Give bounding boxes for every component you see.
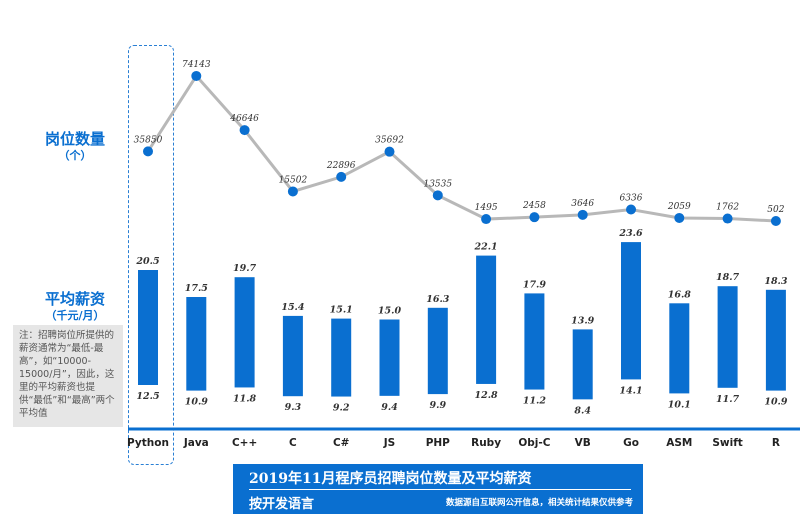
salary-high-label: 18.3 [764, 276, 788, 287]
salary-high-label: 16.8 [668, 289, 692, 300]
salary-low-label: 9.9 [430, 400, 447, 411]
category-label: Python [127, 437, 169, 449]
category-label: C# [333, 437, 350, 449]
count-point [674, 212, 685, 223]
count-label: 15502 [279, 175, 308, 185]
salary-low-label: 8.4 [574, 405, 591, 416]
count-label: 74143 [182, 60, 211, 70]
salary-low-label: 14.1 [619, 385, 642, 396]
count-point [191, 70, 202, 81]
salary-bar [186, 297, 207, 391]
salary-low-label: 12.5 [136, 391, 160, 402]
salary-high-label: 20.5 [135, 256, 160, 267]
salary-high-label: 19.7 [233, 263, 257, 274]
salary-note: 注：招聘岗位所提供的薪资通常为“最低-最高”，如“10000-15000/月”，… [13, 325, 123, 427]
salary-high-label: 22.1 [474, 242, 498, 253]
salary-high-label: 15.4 [281, 302, 304, 313]
count-label: 35850 [134, 135, 163, 145]
count-label: 1495 [475, 203, 498, 213]
salary-high-label: 18.7 [716, 272, 740, 283]
count-axis-label: 岗位数量 [44, 130, 105, 148]
salary-low-label: 11.8 [233, 393, 257, 404]
count-label: 46646 [229, 114, 259, 124]
category-label: Swift [712, 437, 742, 449]
category-label: Java [183, 437, 209, 449]
count-point [722, 213, 733, 224]
salary-bar [138, 270, 158, 385]
count-point [770, 216, 781, 227]
count-point [143, 146, 153, 157]
category-label: C [289, 437, 297, 449]
count-axis-unit: （个） [58, 149, 92, 162]
count-point [529, 212, 540, 223]
salary-axis-unit: （千元/月） [45, 309, 105, 322]
count-point [432, 190, 443, 201]
salary-bar [765, 289, 786, 391]
count-label: 502 [767, 205, 784, 215]
salary-bar [621, 242, 641, 380]
salary-bar [524, 293, 545, 390]
count-point [384, 146, 395, 157]
count-label: 2458 [522, 201, 546, 211]
count-point [626, 204, 636, 215]
salary-low-label: 11.7 [716, 394, 740, 405]
salary-low-label: 10.9 [764, 397, 788, 408]
salary-high-label: 16.3 [426, 294, 450, 305]
python-highlight-box [128, 45, 174, 465]
category-label: PHP [426, 437, 450, 449]
title-banner: 2019年11月程序员招聘岗位数量及平均薪资 按开发语言 数据源自互联网公开信息… [233, 464, 643, 514]
salary-bar [669, 303, 690, 394]
chart-title: 2019年11月程序员招聘岗位数量及平均薪资 [249, 471, 532, 487]
salary-low-label: 9.3 [285, 402, 302, 413]
salary-bar [331, 318, 352, 397]
salary-low-label: 9.2 [333, 403, 350, 414]
count-label: 2059 [667, 202, 691, 212]
category-label: R [772, 437, 780, 449]
salary-low-label: 10.1 [668, 399, 691, 410]
count-point [287, 186, 298, 197]
count-label: 3646 [571, 199, 594, 209]
count-label: 35692 [375, 136, 404, 146]
category-label: Obj-C [518, 437, 550, 449]
salary-bar [476, 255, 497, 384]
count-label: 13535 [423, 179, 452, 189]
salary-high-label: 15.1 [330, 305, 353, 316]
category-label: C++ [232, 437, 257, 449]
salary-high-label: 15.0 [378, 306, 402, 317]
salary-low-label: 10.9 [185, 397, 209, 408]
count-point [481, 214, 492, 225]
category-label: Go [623, 437, 639, 449]
salary-high-label: 17.5 [185, 283, 209, 294]
salary-high-label: 13.9 [571, 315, 595, 326]
count-point [336, 171, 347, 182]
salary-low-label: 9.4 [381, 402, 398, 413]
salary-high-label: 23.6 [618, 228, 643, 239]
salary-axis-label: 平均薪资 [44, 290, 105, 308]
salary-high-label: 17.9 [523, 279, 547, 290]
salary-bar [427, 307, 448, 395]
category-label: ASM [666, 437, 692, 449]
salary-low-label: 11.2 [523, 396, 547, 407]
count-label: 6336 [620, 194, 643, 204]
category-label: Ruby [471, 437, 501, 449]
salary-bar [379, 319, 400, 396]
count-point [577, 209, 588, 220]
salary-low-label: 12.8 [475, 390, 499, 401]
category-label: VB [575, 437, 591, 449]
count-label: 22896 [326, 161, 356, 171]
salary-bar [717, 286, 738, 388]
salary-bar [572, 329, 593, 400]
source-note: 数据源自互联网公开信息，相关统计结果仅供参考 [445, 498, 633, 508]
count-label: 1762 [716, 203, 739, 213]
category-label: JS [383, 437, 395, 449]
count-line [146, 73, 776, 223]
banner-divider [249, 489, 631, 490]
salary-bar [282, 315, 303, 397]
count-point [239, 125, 250, 136]
salary-bar [234, 277, 255, 388]
chart-subtitle: 按开发语言 [249, 497, 315, 512]
